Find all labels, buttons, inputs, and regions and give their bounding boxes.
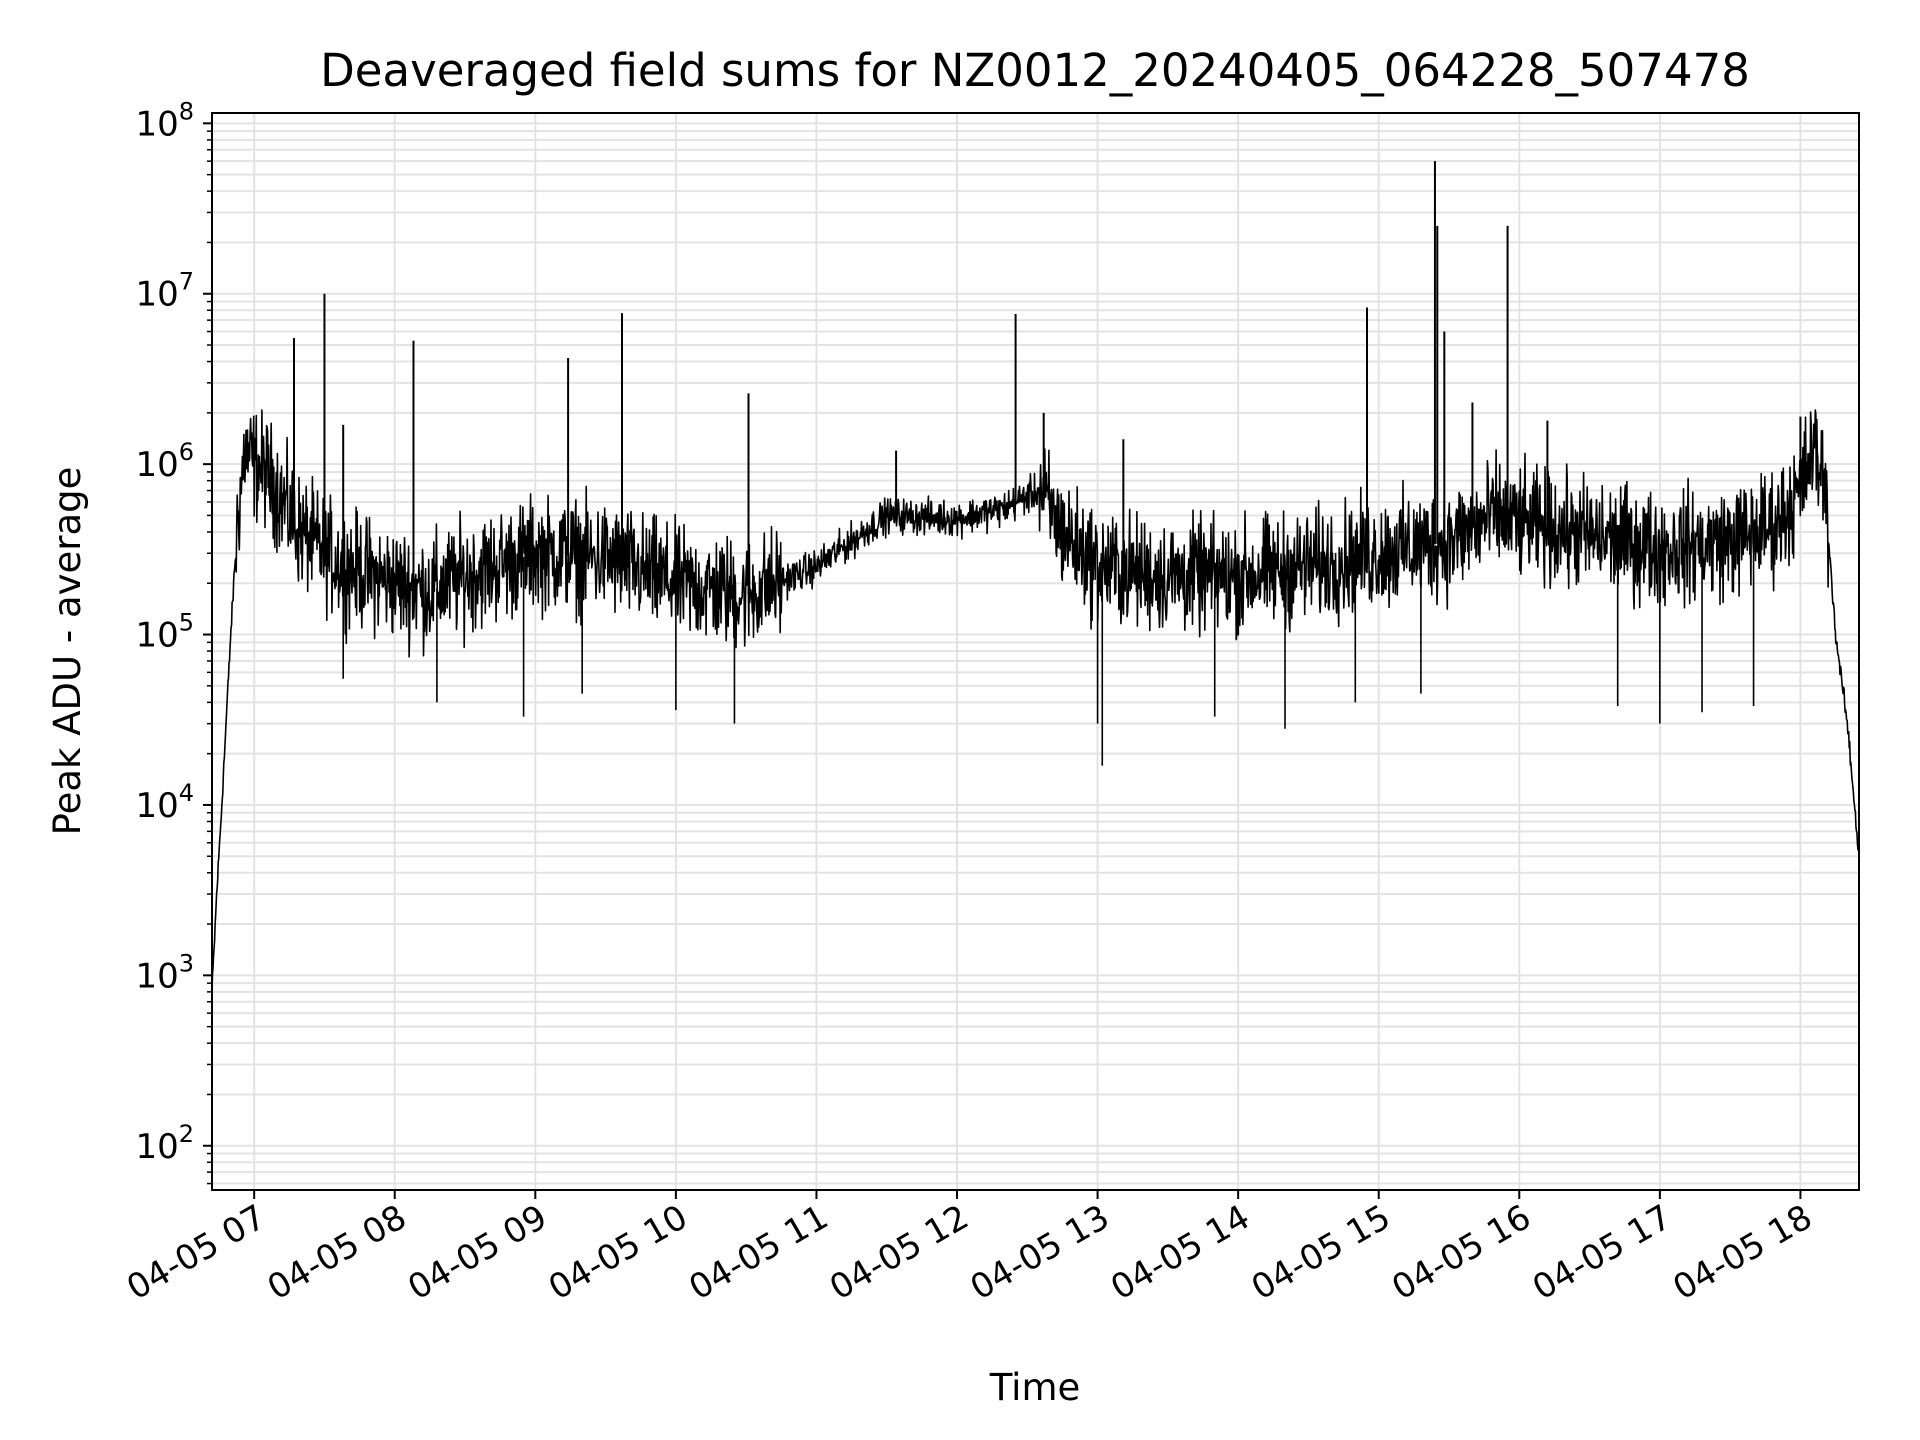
x-axis-label: Time — [989, 1366, 1081, 1409]
series-line — [211, 409, 1860, 992]
y-tick-label: 106 — [135, 438, 194, 485]
chart-title: Deaveraged field sums for NZ0012_2024040… — [320, 44, 1750, 97]
major-gridlines — [212, 113, 1859, 1190]
y-tick-label: 105 — [135, 609, 194, 656]
y-axis-label: Peak ADU - average — [46, 467, 89, 836]
y-tick-label: 107 — [135, 268, 194, 315]
y-tick-label: 108 — [135, 97, 194, 144]
y-axis: 102 103 104 105 106 107 108 — [135, 97, 212, 1185]
y-tick-label: 104 — [135, 779, 194, 826]
y-tick-label: 102 — [135, 1120, 194, 1167]
series-layer — [211, 161, 1860, 992]
y-tick-label: 103 — [135, 949, 194, 996]
